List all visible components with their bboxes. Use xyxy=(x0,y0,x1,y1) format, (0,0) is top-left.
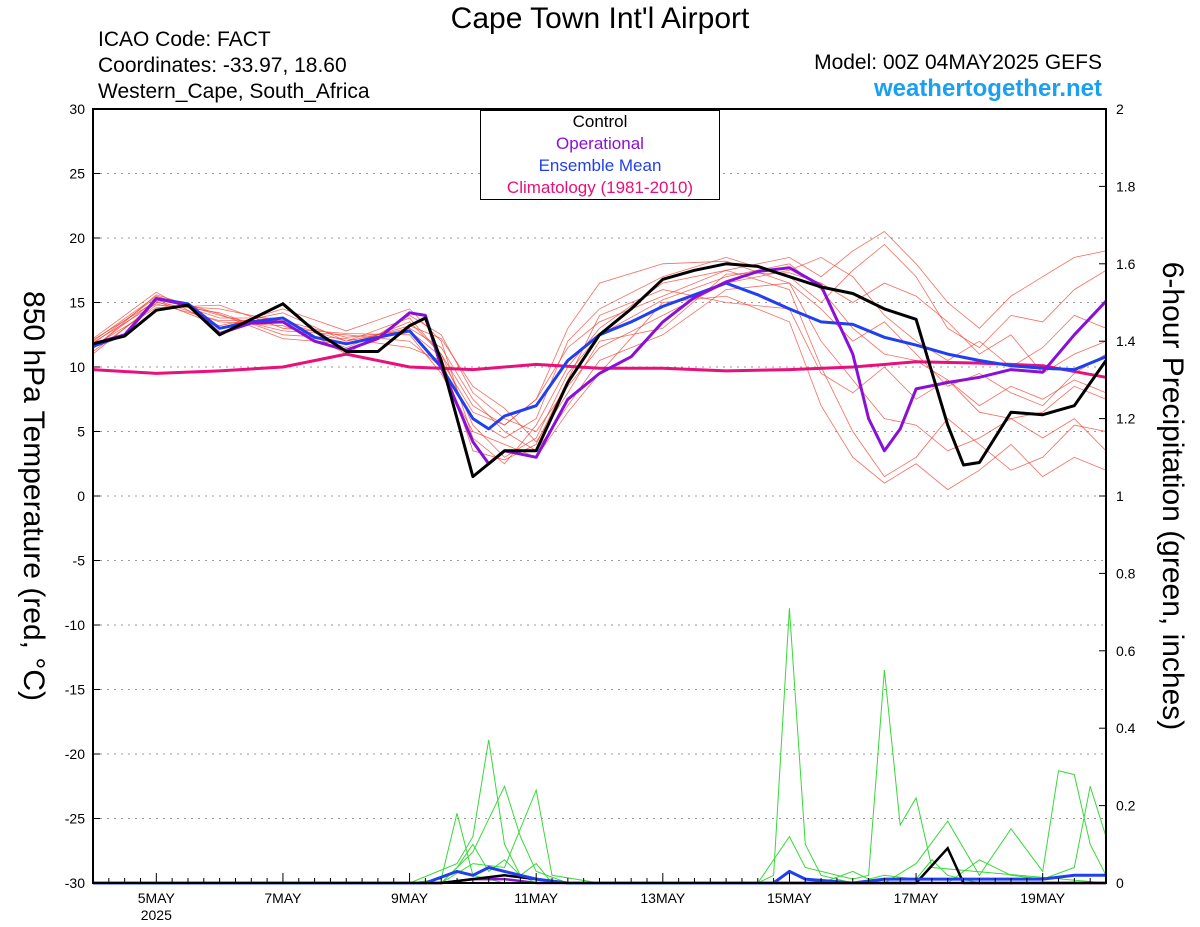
axes: 302520151050-5-10-15-20-25-3021.81.61.41… xyxy=(65,101,1136,923)
chart-title: Cape Town Int'l Airport xyxy=(450,2,750,35)
y-left-tick-label: 30 xyxy=(69,101,85,117)
coordinates: Coordinates: -33.97, 18.60 xyxy=(98,54,347,77)
legend-operational: Operational xyxy=(556,134,644,153)
x-tick-label: 7MAY xyxy=(264,890,302,906)
y-left-tick-label: -25 xyxy=(65,811,85,827)
y-left-tick-label: 0 xyxy=(77,488,85,504)
y-right-tick-label: 1.4 xyxy=(1116,333,1136,349)
legend-control: Control xyxy=(572,112,628,131)
y-right-tick-label: 0.8 xyxy=(1116,565,1136,581)
x-tick-label: 13MAY xyxy=(640,890,686,906)
x-tick-label: 19MAY xyxy=(1020,890,1066,906)
temp-member-line xyxy=(92,269,1107,478)
series-operational-line xyxy=(92,266,1108,466)
x-tick-label: 15MAY xyxy=(767,890,813,906)
precip-member-line xyxy=(757,670,1107,884)
region: Western_Cape, South_Africa xyxy=(98,80,370,103)
grid xyxy=(93,173,1106,819)
y-left-tick-label: 25 xyxy=(69,166,85,182)
y-right-tick-label: 0 xyxy=(1116,875,1124,891)
legend-mean: Ensemble Mean xyxy=(538,156,662,175)
y-right-tick-label: 0.2 xyxy=(1116,798,1136,814)
series-climo-line xyxy=(92,352,1107,379)
legend: Control Operational Ensemble Mean Climat… xyxy=(480,110,720,200)
x-tick-label: 5MAY xyxy=(138,890,176,906)
y-left-tick-label: 5 xyxy=(77,424,85,440)
y-right-tick-label: 0.4 xyxy=(1116,720,1136,736)
y-right-tick-label: 1.6 xyxy=(1116,256,1136,272)
site-name: weathertogether.net xyxy=(873,75,1102,102)
temp-member-line xyxy=(92,263,1107,458)
x-tick-sublabel: 2025 xyxy=(141,907,172,923)
temp-member-line xyxy=(92,230,1107,465)
precip-member-line xyxy=(409,739,1106,884)
y-left-tick-label: -10 xyxy=(65,617,85,633)
series-control-line xyxy=(92,262,1108,479)
y-left-tick-label: -5 xyxy=(73,553,86,569)
x-tick-label: 9MAY xyxy=(391,890,429,906)
precip-layer xyxy=(93,608,1107,885)
x-tick-label: 11MAY xyxy=(514,890,558,906)
y-left-tick-label: -20 xyxy=(65,746,85,762)
y-right-tick-label: 1 xyxy=(1116,488,1124,504)
y-right-tick-label: 1.8 xyxy=(1116,178,1136,194)
precip-member-line xyxy=(884,770,1107,884)
series-mean-line xyxy=(92,281,1107,431)
x-tick-label: 17MAY xyxy=(894,890,940,906)
precip-member-line xyxy=(440,843,1106,884)
y-right-tick-label: 2 xyxy=(1116,101,1124,117)
y-right-tick-label: 0.6 xyxy=(1116,643,1136,659)
temp-member-line xyxy=(92,243,1107,439)
legend-climo: Climatology (1981-2010) xyxy=(506,178,694,197)
y-left-tick-label: 10 xyxy=(69,359,85,375)
precip-member-line xyxy=(947,786,1107,884)
temp-member-line xyxy=(92,272,1107,443)
temp-member-line xyxy=(92,260,1107,426)
y-right-tick-label: 1.2 xyxy=(1116,411,1136,427)
y-left-tick-label: 20 xyxy=(69,230,85,246)
main-series-layer xyxy=(92,262,1108,479)
temp-member-line xyxy=(92,289,1107,461)
icao-code: ICAO Code: FACT xyxy=(98,28,271,51)
y-left-tick-label: 15 xyxy=(69,295,85,311)
model-run: Model: 00Z 04MAY2025 GEFS xyxy=(814,51,1102,74)
temp-member-line xyxy=(92,295,1107,491)
y-left-tick-label: -30 xyxy=(65,875,85,891)
ensemble-members-layer xyxy=(92,230,1107,491)
y-left-tick-label: -15 xyxy=(65,682,85,698)
